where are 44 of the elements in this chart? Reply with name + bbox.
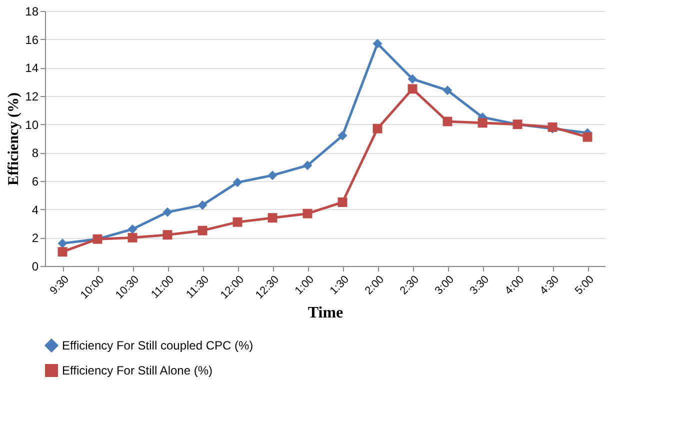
- point: [162, 230, 172, 240]
- point: [302, 160, 312, 170]
- point: [442, 86, 452, 96]
- x-tick-label: 5:00: [572, 274, 596, 298]
- point: [372, 38, 382, 48]
- y-axis-title: Efficiency (%): [6, 92, 22, 186]
- point: [302, 208, 312, 218]
- x-tick-label: 3:30: [468, 274, 492, 298]
- legend-label: Efficiency For Still Alone (%): [62, 364, 212, 378]
- y-tick-label: 10: [25, 118, 39, 132]
- point: [58, 247, 68, 257]
- y-tick-label: 2: [32, 231, 39, 246]
- point: [338, 198, 348, 207]
- x-tick-label: 4:30: [538, 274, 562, 298]
- y-tick-label: 0: [32, 260, 39, 274]
- point: [198, 200, 208, 210]
- point: [408, 84, 418, 94]
- point: [128, 232, 138, 242]
- y-tick-label: 12: [25, 90, 39, 104]
- y-tick-label: 8: [32, 146, 39, 160]
- point: [408, 74, 418, 84]
- y-tick-label: 6: [32, 174, 39, 188]
- point: [232, 178, 242, 188]
- y-tick-label: 4: [32, 202, 39, 217]
- y-tick-label: 14: [25, 61, 39, 76]
- legend-label: Efficiency For Still coupled CPC (%): [62, 338, 254, 352]
- point: [582, 132, 592, 142]
- point: [372, 124, 382, 134]
- point: [162, 207, 172, 217]
- point: [442, 116, 452, 126]
- point: [232, 217, 242, 227]
- x-axis-title: Time: [308, 304, 344, 322]
- x-tick-label: 9:30: [48, 274, 72, 298]
- point: [268, 170, 278, 180]
- point: [198, 226, 208, 236]
- point: [128, 224, 138, 234]
- point: [58, 238, 68, 248]
- point: [478, 118, 488, 128]
- x-tick-label: 4:00: [502, 274, 526, 298]
- point: [338, 130, 348, 140]
- point: [268, 213, 278, 223]
- y-tick-label: 18: [25, 4, 39, 18]
- y-tick-label: 16: [25, 32, 39, 47]
- x-tick-label: 3:00: [432, 274, 456, 298]
